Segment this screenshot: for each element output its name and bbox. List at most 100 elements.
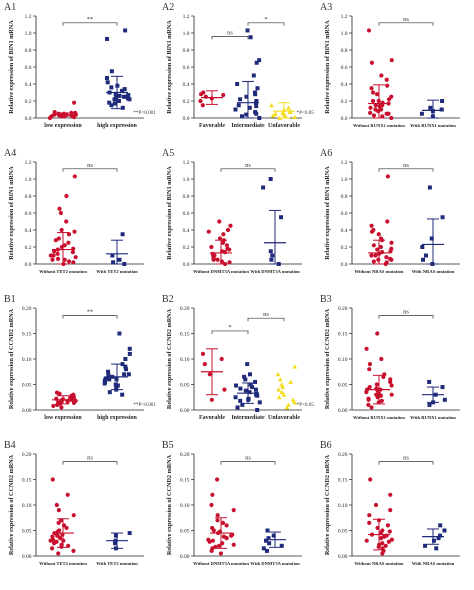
- data-point: [367, 513, 372, 518]
- data-point: [440, 385, 445, 390]
- data-point: [123, 367, 128, 372]
- y-axis-label: Relative expression of CCND2 mRNA: [8, 454, 15, 555]
- y-tick-label: 0.05: [180, 383, 190, 389]
- data-point: [284, 405, 290, 410]
- y-axis-label: Relative expression of CCND2 mRNA: [324, 454, 331, 555]
- data-point: [247, 105, 252, 110]
- y-tick-label: 0.4: [183, 228, 190, 234]
- y-tick-label: 0.6: [183, 211, 190, 217]
- data-point: [50, 257, 55, 262]
- y-tick-label: 0.6: [183, 65, 190, 71]
- data-point: [231, 508, 236, 513]
- data-point: [253, 379, 258, 384]
- y-tick-label: 0.2: [25, 245, 32, 251]
- data-point: [380, 541, 385, 546]
- y-tick-label: 1.2: [25, 14, 32, 20]
- data-point: [243, 388, 248, 393]
- significance-label: ns: [87, 162, 93, 169]
- data-point: [221, 92, 226, 98]
- significance-label: **: [87, 16, 94, 23]
- significance-label: ns: [403, 455, 409, 462]
- panel-label: B2: [162, 294, 174, 305]
- x-tick-label: Intermediate: [231, 123, 265, 129]
- y-axis-label: Relative expression of CCND2 mRNA: [166, 308, 173, 409]
- data-point: [380, 528, 385, 533]
- y-axis-label: Relative expression of BIN1 mRNA: [324, 166, 331, 260]
- data-point: [368, 105, 373, 110]
- data-point: [385, 219, 390, 224]
- data-point: [120, 105, 125, 110]
- significance-bracket: [62, 22, 118, 26]
- data-point: [220, 520, 226, 525]
- x-tick-label: high expression: [97, 123, 137, 129]
- data-point: [54, 539, 59, 544]
- y-tick-label: 0.00: [180, 408, 190, 414]
- data-point: [439, 107, 444, 112]
- panel-label: A2: [162, 2, 174, 13]
- data-point: [71, 548, 76, 553]
- data-point: [113, 92, 118, 97]
- data-point: [112, 101, 117, 106]
- y-axis-label: Relative expression of BIN1 mRNA: [324, 20, 331, 114]
- data-point: [389, 392, 394, 397]
- y-axis-label: Relative expression of CCND2 mRNA: [166, 454, 173, 555]
- data-point: [72, 229, 77, 234]
- data-point: [379, 107, 384, 112]
- data-point: [200, 103, 205, 108]
- p-value-note: **P<0.001: [133, 402, 156, 408]
- data-point: [379, 250, 385, 255]
- significance-bracket: [62, 168, 118, 172]
- data-point: [215, 257, 220, 262]
- data-point: [221, 232, 226, 237]
- data-point: [270, 113, 276, 118]
- data-point: [66, 259, 72, 264]
- data-point: [364, 538, 369, 543]
- data-point: [127, 346, 132, 351]
- y-tick-label: 0.2: [183, 99, 190, 105]
- data-point: [227, 260, 232, 265]
- y-tick-label: 0.15: [22, 478, 32, 484]
- y-tick-label: 0.20: [22, 306, 32, 312]
- data-point: [429, 236, 434, 241]
- significance-bracket: [211, 330, 249, 334]
- data-point: [273, 111, 279, 116]
- data-point: [375, 331, 380, 336]
- data-point: [206, 229, 211, 234]
- y-tick-label: 1.0: [183, 177, 190, 183]
- data-point: [268, 249, 273, 254]
- y-tick-label: 0.15: [180, 478, 190, 484]
- data-point: [247, 390, 252, 395]
- significance-bracket: [378, 315, 434, 319]
- data-point: [122, 87, 127, 92]
- x-tick-label: Without RUNX1 mutation: [353, 415, 405, 420]
- panel-label: A3: [320, 2, 332, 13]
- data-point: [122, 372, 127, 377]
- panel-label: A5: [162, 148, 174, 159]
- data-point: [198, 98, 203, 104]
- data-point: [62, 257, 67, 262]
- y-tick-label: 0.2: [341, 99, 348, 105]
- data-point: [240, 402, 245, 407]
- y-tick-label: 1.0: [341, 31, 348, 37]
- y-tick-label: 0.20: [180, 306, 190, 312]
- y-tick-label: 0.8: [341, 194, 348, 200]
- data-point: [56, 508, 61, 513]
- x-tick-label: Unfavorable: [268, 123, 300, 129]
- x-tick-label: With DNMT3A mutation: [250, 561, 300, 566]
- y-tick-label: 0.0: [341, 116, 348, 122]
- significance-bracket: [62, 315, 118, 319]
- data-point: [69, 113, 74, 118]
- data-point: [389, 383, 394, 388]
- significance-label: ns: [87, 455, 93, 462]
- data-point: [431, 538, 436, 543]
- significance-bracket: [378, 168, 434, 172]
- data-point: [261, 546, 266, 551]
- data-point: [440, 215, 445, 220]
- y-tick-label: 0.6: [341, 211, 348, 217]
- data-point: [378, 536, 384, 541]
- y-axis-label: Relative expression of CCND2 mRNA: [324, 308, 331, 409]
- data-point: [371, 227, 376, 233]
- data-point: [64, 525, 69, 531]
- y-tick-label: 0.8: [25, 48, 32, 54]
